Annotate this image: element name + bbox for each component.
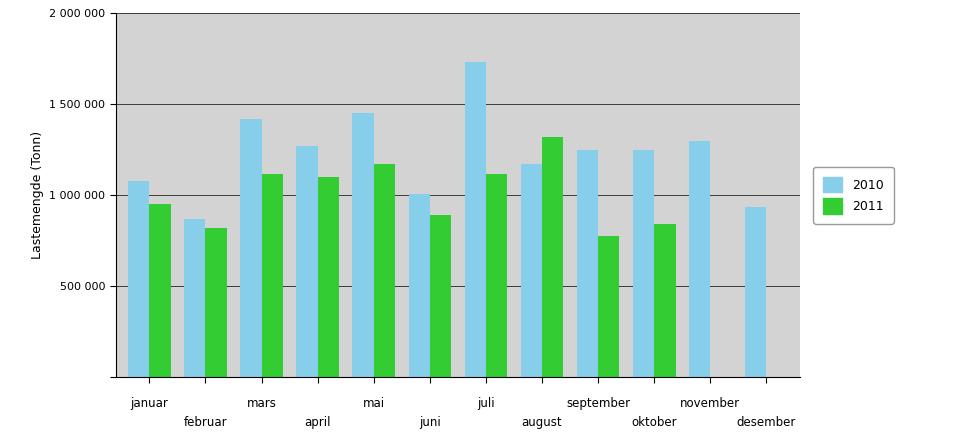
Bar <box>149 203 171 377</box>
Bar <box>689 141 710 377</box>
Bar <box>296 146 318 377</box>
Bar <box>542 137 563 377</box>
Bar <box>633 150 655 377</box>
Legend: 2010, 2011: 2010, 2011 <box>814 167 894 224</box>
Text: oktober: oktober <box>631 416 677 429</box>
Bar <box>576 150 598 377</box>
Bar <box>184 219 205 377</box>
Text: mai: mai <box>362 397 385 410</box>
Text: september: september <box>566 397 630 410</box>
Bar <box>521 163 542 377</box>
Bar <box>745 207 766 377</box>
Text: juli: juli <box>477 397 495 410</box>
Bar <box>655 224 676 377</box>
Bar <box>261 174 282 377</box>
Bar <box>465 63 486 377</box>
Text: august: august <box>522 416 562 429</box>
Bar <box>430 215 451 377</box>
Text: februar: februar <box>183 416 228 429</box>
Y-axis label: Lastemengde (Tonn): Lastemengde (Tonn) <box>31 131 43 259</box>
Bar <box>409 194 430 377</box>
Text: mars: mars <box>247 397 277 410</box>
Bar <box>240 119 261 377</box>
Text: juni: juni <box>419 416 441 429</box>
Bar <box>486 174 507 377</box>
Bar <box>353 114 374 377</box>
Text: november: november <box>681 397 740 410</box>
Text: april: april <box>305 416 331 429</box>
Bar <box>598 236 620 377</box>
Text: januar: januar <box>130 397 169 410</box>
Text: desember: desember <box>736 416 796 429</box>
Bar <box>374 163 395 377</box>
Bar <box>128 181 149 377</box>
Bar <box>318 177 339 377</box>
Bar <box>205 228 227 377</box>
